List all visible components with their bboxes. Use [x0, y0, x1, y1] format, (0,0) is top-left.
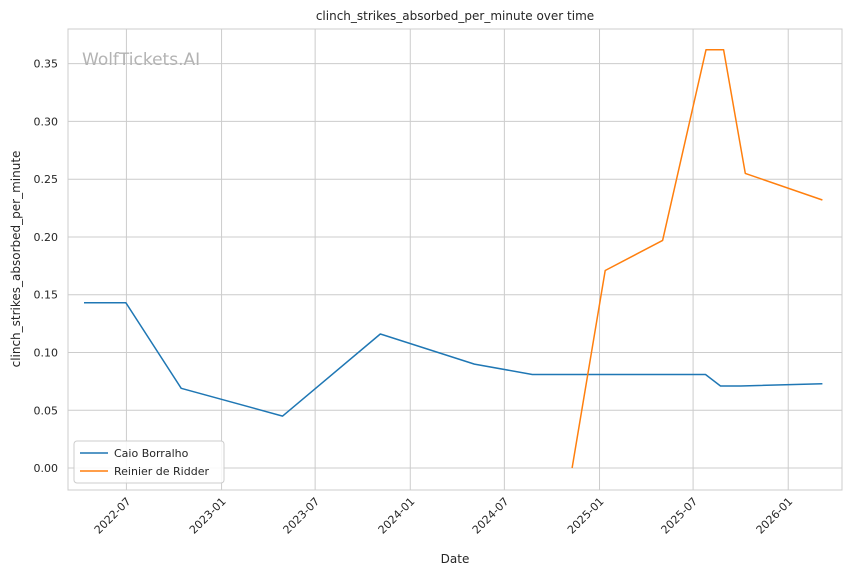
x-tick-label: 2025-07: [659, 495, 701, 537]
legend-label: Caio Borralho: [114, 447, 189, 460]
plot-area-frame: [67, 28, 843, 491]
y-tick-label: 0.10: [34, 347, 59, 360]
x-tick-label: 2026-01: [754, 495, 796, 537]
y-tick-label: 0.35: [34, 58, 59, 71]
y-tick-label: 0.25: [34, 173, 59, 186]
x-tick-label: 2022-07: [92, 495, 134, 537]
series-line-reinier-de-ridder: [571, 49, 823, 469]
x-axis-title: Date: [441, 552, 470, 566]
y-tick-label: 0.15: [34, 289, 59, 302]
grid: [68, 29, 842, 490]
x-axis-ticks: 2022-07 2023-01 2023-07 2024-01 2024-07 2025-…: [92, 495, 796, 537]
series-lines: [84, 49, 823, 469]
legend-box: [73, 440, 225, 484]
chart-title: clinch_strikes_absorbed_per_minute over …: [316, 9, 594, 23]
x-tick-label: 2024-07: [470, 495, 512, 537]
legend-label: Reinier de Ridder: [114, 465, 209, 478]
y-axis-title: clinch_strikes_absorbed_per_minute: [9, 151, 23, 368]
legend: Caio Borralho Reinier de Ridder: [73, 440, 225, 484]
x-tick-label: 2023-01: [187, 495, 229, 537]
y-axis-ticks: 0.00 0.05 0.10 0.15 0.20 0.25 0.30 0.35: [34, 58, 59, 475]
y-tick-label: 0.30: [34, 115, 59, 128]
y-tick-label: 0.05: [34, 404, 59, 417]
y-tick-label: 0.00: [34, 462, 59, 475]
x-tick-label: 2024-01: [376, 495, 418, 537]
x-tick-label: 2025-01: [565, 495, 607, 537]
watermark: WolfTickets.AI: [82, 50, 200, 70]
x-tick-label: 2023-07: [281, 495, 323, 537]
y-tick-label: 0.20: [34, 231, 59, 244]
series-line-caio-borralho: [84, 302, 823, 417]
